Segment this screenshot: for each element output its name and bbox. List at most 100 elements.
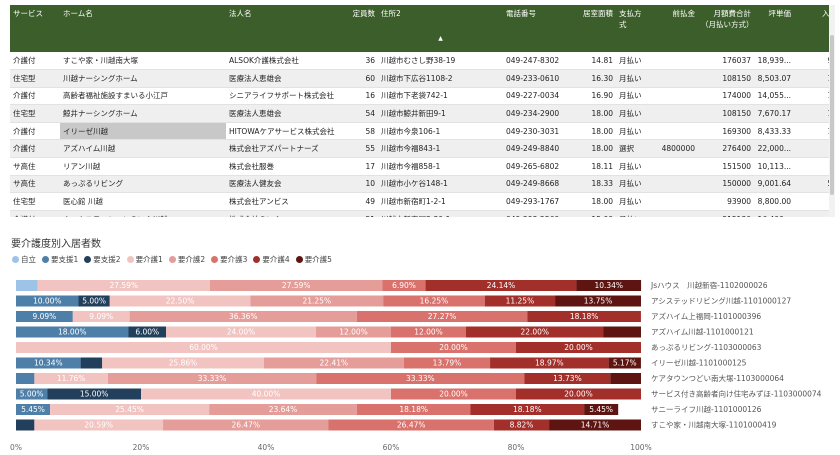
bar-segment[interactable] xyxy=(608,357,641,369)
bar-segment[interactable] xyxy=(516,342,641,353)
table-row[interactable]: 介護付 すこや家・川越南大塚 ALSOK介護株式会社 36 川越市むさし野38-19 04… xyxy=(10,52,830,71)
legend-item[interactable]: 要介護2 xyxy=(168,254,205,265)
bar-segment[interactable] xyxy=(163,419,329,431)
bar-segment[interactable] xyxy=(490,357,609,369)
bar-segment[interactable] xyxy=(470,404,585,415)
table-cell: 7,670.17 xyxy=(754,104,794,123)
bar-segment[interactable] xyxy=(166,326,316,338)
table-row[interactable]: 介護付ホームステーションらいふ川越株式会社らいふ51川越市新宿町3-30-104… xyxy=(10,210,830,217)
table-row[interactable]: 住宅型 川越ナーシングホーム 医療法人恵雄会 60 川越市下広谷1108-2 049-23… xyxy=(10,69,830,88)
bar-segment[interactable] xyxy=(524,373,611,384)
table-scrollbar[interactable] xyxy=(829,5,835,217)
bar-segment[interactable] xyxy=(603,326,642,338)
column-header[interactable]: サービス xyxy=(10,5,60,52)
column-header[interactable]: 坪単価 xyxy=(754,5,794,52)
table-cell: 22,000... xyxy=(754,139,794,159)
legend-item[interactable]: 自立 xyxy=(12,254,36,265)
scrollbar-thumb[interactable] xyxy=(830,35,834,195)
bar-segment[interactable] xyxy=(549,419,641,431)
legend-item[interactable]: 要介護3 xyxy=(211,254,247,265)
bar-segment[interactable] xyxy=(555,295,641,307)
bar-segment[interactable] xyxy=(34,373,108,384)
bar-segment[interactable] xyxy=(484,295,556,307)
bar-segment[interactable] xyxy=(16,388,48,400)
column-header[interactable]: 住所2 ▲ xyxy=(378,5,503,52)
table-cell: 川越市今福843-1 xyxy=(378,139,503,159)
bar-segment[interactable] xyxy=(78,295,110,307)
bar-segment[interactable] xyxy=(316,373,525,384)
bar-segment[interactable] xyxy=(16,342,391,353)
bar-segment[interactable] xyxy=(16,357,81,369)
column-header[interactable]: 入居 xyxy=(794,5,830,52)
column-header[interactable]: 電話番号 xyxy=(503,5,573,52)
bar-segment[interactable] xyxy=(16,326,129,338)
table-row[interactable]: 介護付 高齢者福祉施設すまいる小江戸 シニアライフサポート株式会社 16 川越市下老袋7… xyxy=(10,87,830,106)
legend-swatch xyxy=(42,256,49,263)
bar-segment[interactable] xyxy=(383,295,485,307)
bar-segment[interactable] xyxy=(47,388,141,400)
table-row[interactable]: サ高住 リアン川越 株式会社服巻 17 川越市今福858-1 049-265-6802 18… xyxy=(10,157,830,176)
bar-segment[interactable] xyxy=(316,326,391,338)
bar-segment[interactable] xyxy=(128,326,167,338)
bar-segment[interactable] xyxy=(391,326,466,338)
data-label: 22.50% xyxy=(166,297,195,306)
bar-segment[interactable] xyxy=(493,419,550,431)
bar-segment[interactable] xyxy=(16,295,79,307)
bar-segment[interactable] xyxy=(425,280,577,291)
legend-item[interactable]: 要介護4 xyxy=(253,254,290,265)
bar-segment[interactable] xyxy=(328,419,494,431)
bar-segment[interactable] xyxy=(516,388,641,400)
bar-segment[interactable] xyxy=(356,404,471,415)
bar-segment[interactable] xyxy=(107,373,317,384)
bar-segment[interactable] xyxy=(16,419,35,431)
column-header[interactable]: 支払方式 xyxy=(616,5,646,52)
bar-segment[interactable] xyxy=(34,419,164,431)
data-label: 33.33% xyxy=(198,374,227,383)
table-cell: 17 xyxy=(348,157,378,176)
bar-segment[interactable] xyxy=(391,388,516,400)
bar-segment[interactable] xyxy=(102,357,264,369)
table-row[interactable]: 介護付 イリーゼ川越 HITOWAケアサービス株式会社 58 川越市今泉106-1 049… xyxy=(10,122,830,141)
bar-segment[interactable] xyxy=(72,311,130,322)
bar-segment[interactable] xyxy=(209,404,357,415)
bar-segment[interactable] xyxy=(576,280,642,291)
bar-segment[interactable] xyxy=(610,373,641,384)
sort-ascending-icon[interactable]: ▲ xyxy=(438,35,443,42)
bar-segment[interactable] xyxy=(109,295,251,307)
bar-segment[interactable] xyxy=(356,311,528,322)
legend-item[interactable]: 要介護5 xyxy=(295,254,332,265)
bar-segment[interactable] xyxy=(527,311,641,322)
bar-segment[interactable] xyxy=(263,357,404,369)
column-header[interactable]: ホーム名 xyxy=(60,5,226,52)
bar-segment[interactable] xyxy=(16,311,73,322)
column-header[interactable]: 定員数 xyxy=(348,5,378,52)
bar-segment[interactable] xyxy=(584,404,619,415)
bar-segment[interactable] xyxy=(50,404,210,415)
bar-segment[interactable] xyxy=(141,388,391,400)
bar-segment[interactable] xyxy=(80,357,103,369)
column-header[interactable]: 前払金 xyxy=(646,5,698,52)
data-label: 5.00% xyxy=(82,297,106,306)
bar-segment[interactable] xyxy=(403,357,491,369)
bar-segment[interactable] xyxy=(250,295,384,307)
table-row[interactable]: 介護付 アズハイム川越 株式会社アズパートナーズ 55 川越市今福843-1 049-24… xyxy=(10,139,830,159)
legend-item[interactable]: 要支援2 xyxy=(84,254,121,265)
column-header[interactable]: 月額費合計（月払い方式） xyxy=(698,5,754,52)
bar-segment[interactable] xyxy=(16,404,51,415)
bar-segment[interactable] xyxy=(466,326,604,338)
bar-segment[interactable] xyxy=(391,342,516,353)
bar-segment[interactable] xyxy=(210,280,383,291)
column-header[interactable]: 法人名 xyxy=(226,5,348,52)
bar-segment[interactable] xyxy=(16,373,35,384)
table-row[interactable]: 住宅型 医心館 川越 株式会社アンビス 49 川越市新宿町1-2-1 049-293-17… xyxy=(10,192,830,211)
table-row[interactable]: 住宅型 鯨井ナーシングホーム 医療法人恵雄会 54 川越市鯨井新田9-1 049-234-… xyxy=(10,104,830,123)
bar-segment[interactable] xyxy=(129,311,357,322)
bar-segment[interactable] xyxy=(37,280,210,291)
legend-item[interactable]: 要支援1 xyxy=(42,254,78,265)
bar-segment[interactable] xyxy=(16,280,38,291)
legend-item[interactable]: 要介護1 xyxy=(126,254,163,265)
bar-segment[interactable] xyxy=(382,280,426,291)
table-row[interactable]: サ高住 あっぷるリビング 医療法人健友会 10 川越市小ケ谷148-1 049-249-8… xyxy=(10,175,830,194)
column-header[interactable]: 居室面積 xyxy=(573,5,616,52)
table-cell: 月払い xyxy=(616,52,646,71)
